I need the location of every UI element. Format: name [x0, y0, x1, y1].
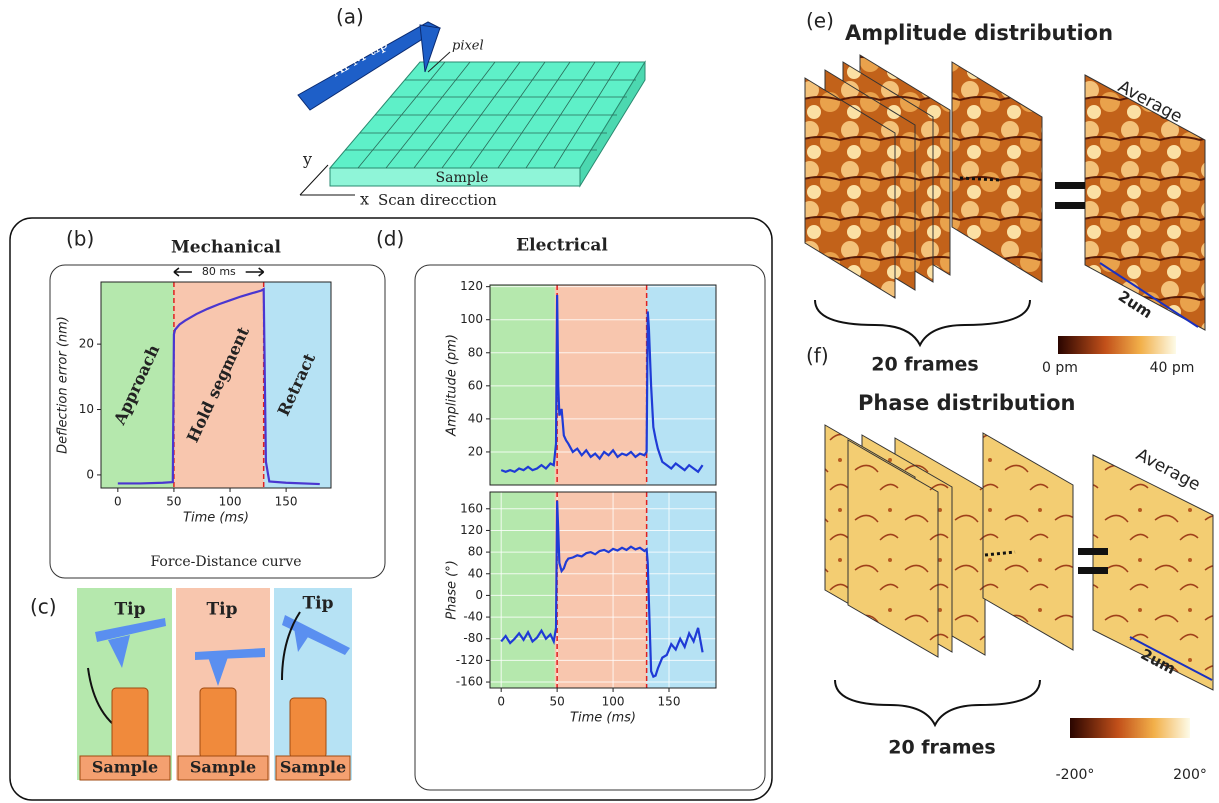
x-tick-label: 100 [602, 695, 625, 709]
outer-box [9, 217, 773, 801]
y-axis-label: Phase (°) [445, 560, 460, 620]
colorbar [1058, 336, 1176, 354]
panel-label: (f) [806, 344, 829, 368]
panel-label: (d) [376, 227, 404, 251]
amplitude-frames [804, 54, 1206, 331]
y-tick-label: -80 [463, 631, 483, 645]
y-axis-label: Deflection error (nm) [56, 316, 71, 454]
sample-label: Sample [436, 170, 489, 186]
y-tick-label: 20 [468, 444, 483, 458]
ellipsis [984, 550, 1016, 557]
x-tick-label: 50 [549, 695, 564, 709]
tip [419, 24, 441, 73]
y-tick-label: 120 [460, 523, 483, 537]
ellipsis [959, 176, 1001, 182]
y-tick-label: 20 [79, 337, 94, 351]
region [490, 492, 555, 688]
pixel-pointer [427, 51, 451, 73]
chart-title: Mechanical [171, 238, 282, 258]
tip-label: Tip [115, 600, 146, 620]
plot-frame [100, 281, 332, 489]
equals [1055, 202, 1085, 209]
frames-label: 20 frames [888, 737, 996, 759]
y-tick-label: 0 [475, 588, 483, 602]
x-tick-label: 0 [114, 495, 122, 509]
y-tick-label: 80 [468, 545, 483, 559]
chart-caption: Force-Distance curve [150, 554, 301, 570]
y-tick-label: 120 [460, 279, 483, 293]
y-tick-label: 60 [468, 378, 483, 392]
pixel-grid [345, 61, 636, 169]
scale-bar [1099, 262, 1199, 328]
x-axis-label: Time (ms) [183, 511, 249, 526]
x-tick-label: 150 [658, 695, 681, 709]
panel-label: (a) [336, 5, 364, 29]
box-b [49, 264, 386, 579]
y-label: y [302, 150, 312, 169]
region [646, 285, 716, 485]
x-tick-label: 100 [219, 495, 242, 509]
equals [1055, 182, 1085, 189]
colorbar-max: 40 pm [1150, 360, 1195, 376]
plot-frame [489, 491, 717, 689]
x-label: x [360, 190, 369, 209]
panel-label: (e) [806, 9, 834, 33]
x-tick-label: 0 [497, 695, 505, 709]
phase-frames [824, 424, 1214, 691]
region [490, 285, 555, 485]
y-tick-label: 80 [468, 345, 483, 359]
frames-label: 20 frames [871, 354, 979, 376]
y-tick-label: 160 [460, 501, 483, 515]
y-axis-label: Amplitude (pm) [445, 334, 460, 437]
y-tick-label: 40 [468, 566, 483, 580]
sample-label: Sample [280, 758, 346, 777]
colorbar [1070, 718, 1190, 738]
line [500, 294, 704, 474]
y-tick-label: -160 [456, 675, 483, 689]
y-tick-label: 10 [79, 402, 94, 416]
tip-label: Tip [207, 600, 238, 620]
annotation: 80 ms [202, 265, 236, 278]
equals [1078, 567, 1108, 574]
colorbar-max: 200° [1173, 767, 1207, 783]
annotation-arrow [173, 267, 265, 277]
box-d [414, 264, 766, 791]
brace [834, 679, 1041, 728]
pixel-label: pixel [452, 39, 484, 54]
tips [87, 611, 350, 736]
brace [814, 299, 1031, 348]
tip-label: Tip [303, 594, 334, 614]
colorbar-min: 0 pm [1042, 360, 1078, 376]
panel-label: (c) [30, 595, 57, 619]
scan-label: Scan direcction [378, 191, 497, 209]
region [101, 282, 174, 488]
sample-label: Sample [190, 758, 256, 777]
y-tick-label: 0 [86, 467, 94, 481]
scale-bar [1129, 636, 1213, 681]
x-axis-label: Time (ms) [570, 711, 636, 726]
axes-arrows [299, 164, 355, 196]
colorbar-min: -200° [1056, 767, 1095, 783]
panel-title: Amplitude distribution [845, 21, 1113, 45]
x-tick-label: 150 [275, 495, 298, 509]
sample-label: Sample [92, 758, 158, 777]
y-tick-label: -120 [456, 653, 483, 667]
x-tick-label: 50 [166, 495, 181, 509]
y-tick-label: 100 [460, 312, 483, 326]
equals [1078, 548, 1108, 555]
panel-title: Electrical [516, 236, 608, 256]
region [554, 492, 647, 688]
line [500, 500, 704, 679]
panel-label: (b) [66, 227, 94, 251]
line [117, 287, 320, 486]
region [263, 282, 331, 488]
region [173, 282, 264, 488]
y-tick-label: 40 [468, 411, 483, 425]
region [646, 492, 716, 688]
y-tick-label: -40 [463, 610, 483, 624]
plot-frame [489, 284, 717, 486]
panel-title: Phase distribution [858, 391, 1076, 415]
pillars [79, 687, 351, 781]
